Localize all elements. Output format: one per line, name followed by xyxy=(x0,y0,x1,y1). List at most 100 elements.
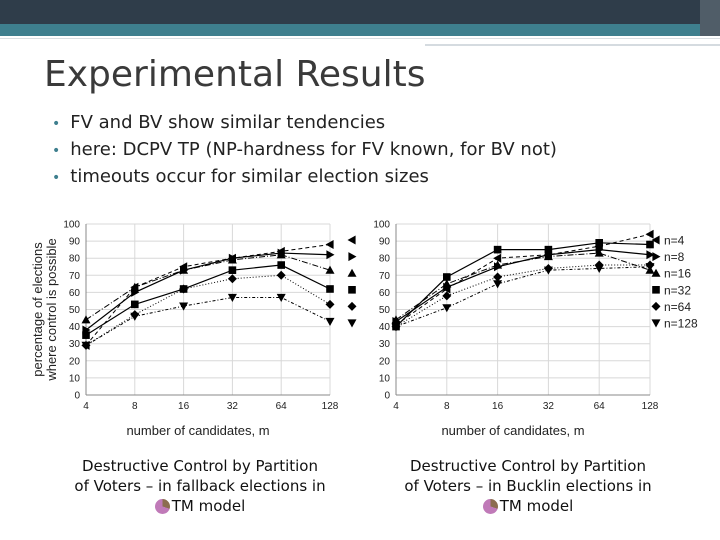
data-point-triangle-down xyxy=(325,317,335,326)
x-axis-label: number of candidates, m xyxy=(441,423,584,438)
data-point-square xyxy=(228,266,237,274)
series-6 xyxy=(81,293,335,350)
end-marker-square xyxy=(348,286,356,294)
caption-line: TM model xyxy=(171,497,246,515)
y-tick-label: 10 xyxy=(379,373,391,384)
y-tick-label: 40 xyxy=(69,322,81,333)
series-4 xyxy=(82,261,334,339)
y-tick-label: 100 xyxy=(63,220,80,231)
y-axis-label: percentage of elections xyxy=(30,242,45,377)
bullet-item: • FV and BV show similar tendencies xyxy=(52,110,557,137)
series-3 xyxy=(391,248,655,324)
x-tick-label: 128 xyxy=(642,401,659,412)
slide-title: Experimental Results xyxy=(44,54,426,95)
legend-marker-triangle-up xyxy=(651,268,661,277)
end-marker-triangle-up xyxy=(347,268,357,277)
series-5 xyxy=(81,270,335,350)
legend-marker-triangle-down xyxy=(651,319,661,328)
series-line xyxy=(85,244,331,346)
x-tick-label: 8 xyxy=(444,401,450,412)
data-point-diamond xyxy=(442,291,452,301)
chart-2: 0 10 20 30 40 50 60 70 80 90 100 4 8 16 32 64 128 number … xyxy=(373,220,698,439)
data-point-triangle-down xyxy=(179,302,189,311)
y-tick-label: 0 xyxy=(384,391,390,402)
pie-icon xyxy=(154,499,170,514)
data-point-square xyxy=(443,273,451,281)
chart-caption-fallback: Destructive Control by Partition of Vote… xyxy=(50,456,350,516)
y-tick-label: 80 xyxy=(379,254,391,265)
data-point-triangle-down xyxy=(645,263,655,272)
data-point-triangle-up xyxy=(442,279,452,288)
series-line xyxy=(395,266,651,328)
x-tick-label: 128 xyxy=(322,401,339,412)
end-markers xyxy=(347,235,357,328)
data-point-triangle-up xyxy=(543,251,553,261)
series-3 xyxy=(81,250,335,324)
data-point-triangle-down xyxy=(442,304,452,313)
legend-label: n=32 xyxy=(664,283,691,297)
y-tick-label: 30 xyxy=(379,339,391,350)
x-tick-label: 8 xyxy=(132,401,138,412)
header-edge xyxy=(700,0,720,36)
y-tick-label: 100 xyxy=(373,220,390,231)
data-point-square xyxy=(493,245,502,254)
data-point-triangle-left xyxy=(325,240,334,250)
x-tick-label: 64 xyxy=(594,401,606,412)
series-6 xyxy=(391,263,655,332)
data-point-diamond xyxy=(493,272,503,282)
data-point-square xyxy=(82,331,90,339)
y-tick-label: 50 xyxy=(69,305,81,316)
series-1 xyxy=(81,240,334,350)
end-marker-triangle-left xyxy=(347,235,356,245)
data-point-square xyxy=(595,239,603,247)
pie-icon xyxy=(482,499,498,514)
bullet-text: FV and BV show similar tendencies xyxy=(70,112,386,133)
y-tick-label: 70 xyxy=(69,271,81,282)
series-line xyxy=(85,252,331,331)
data-point-triangle-up xyxy=(325,265,335,274)
series-2 xyxy=(82,248,335,335)
y-tick-label: 90 xyxy=(379,237,391,248)
legend: n=4 n=8 n=16 n=32 n=64 n=128 xyxy=(651,234,698,331)
series-line xyxy=(395,233,651,326)
series-1 xyxy=(391,229,654,330)
header-divider xyxy=(0,38,720,39)
x-tick-label: 32 xyxy=(543,401,555,412)
data-point-triangle-up xyxy=(130,282,140,291)
data-point-triangle-up xyxy=(594,248,604,257)
data-point-triangle-down xyxy=(130,312,140,321)
data-point-triangle-up xyxy=(391,315,401,324)
bullet-text: here: DCPV TP (NP-hardness for FV known,… xyxy=(70,139,557,160)
series-line xyxy=(85,254,331,321)
y-tick-label: 20 xyxy=(69,356,81,367)
series-5 xyxy=(391,260,655,332)
x-tick-label: 16 xyxy=(178,401,190,412)
legend-label: n=8 xyxy=(664,250,685,264)
x-tick-label: 32 xyxy=(227,401,239,412)
data-point-triangle-left xyxy=(493,253,502,263)
data-point-triangle-up xyxy=(227,255,237,264)
end-marker-triangle-down xyxy=(347,319,357,328)
end-marker-triangle-right xyxy=(348,252,357,262)
data-point-triangle-right xyxy=(326,250,335,260)
chart-caption-bucklin: Destructive Control by Partition of Vote… xyxy=(378,456,678,516)
data-point-triangle-down xyxy=(227,293,237,303)
bullet-dot-icon: • xyxy=(52,116,61,132)
data-point-triangle-right xyxy=(646,250,655,260)
bullet-item: • here: DCPV TP (NP-hardness for FV known… xyxy=(52,137,557,164)
y-tick-label: 60 xyxy=(69,288,81,299)
x-tick-label: 64 xyxy=(276,401,288,412)
caption-line: Destructive Control by Partition xyxy=(82,457,318,475)
data-point-diamond xyxy=(227,274,237,284)
data-point-triangle-down xyxy=(276,293,286,303)
legend-label: n=64 xyxy=(664,300,691,314)
data-point-triangle-up xyxy=(179,265,189,274)
chart-1: 0 10 20 30 40 50 60 70 80 90 100 4 8 16 32 64 128 number … xyxy=(30,220,357,438)
legend-label: n=16 xyxy=(664,267,691,281)
series-line xyxy=(395,242,651,328)
y-tick-label: 0 xyxy=(74,391,80,402)
y-tick-label: 70 xyxy=(379,271,391,282)
x-tick-label: 4 xyxy=(393,401,399,412)
data-point-triangle-left xyxy=(645,229,654,239)
